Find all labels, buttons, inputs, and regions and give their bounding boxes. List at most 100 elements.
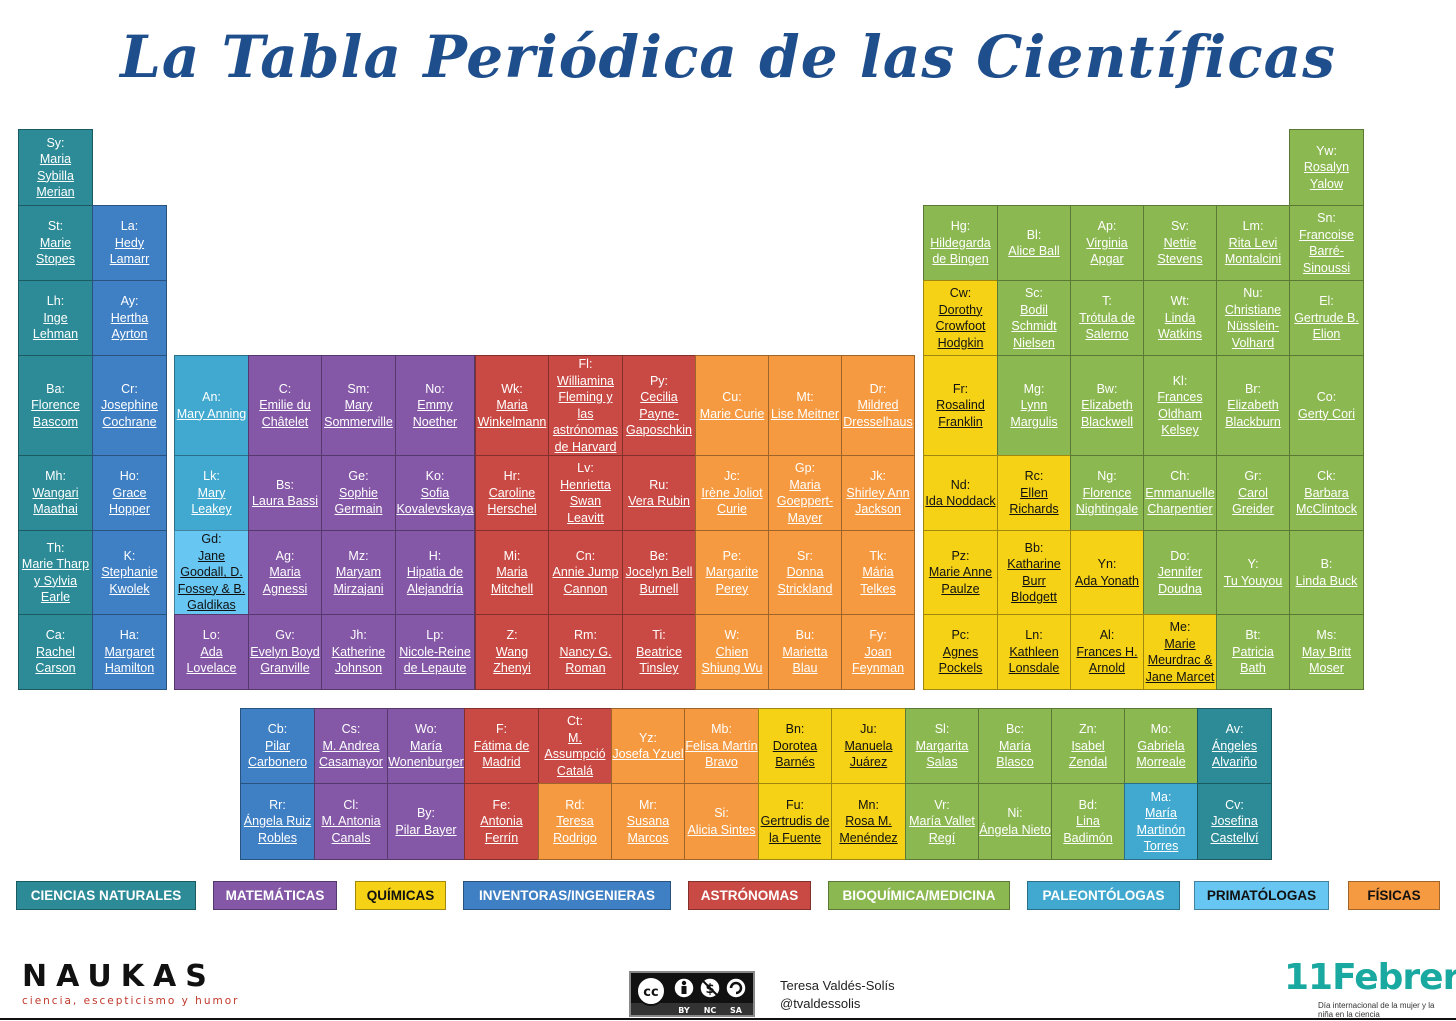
- element-cell-ma[interactable]: Ma: María Martinón Torres: [1124, 783, 1198, 860]
- scientist-name-link[interactable]: Gerty Cori: [1298, 406, 1355, 421]
- element-cell-al[interactable]: Al: Frances H. Arnold: [1070, 614, 1144, 690]
- legend-item-bioquimica[interactable]: BIOQUÍMICA/MEDICINA: [828, 881, 1010, 910]
- scientist-name-link[interactable]: Mary Sommerville: [324, 398, 393, 429]
- element-cell-pe[interactable]: Pe: Margarite Perey: [695, 530, 769, 615]
- scientist-name-link[interactable]: Lise Meitner: [770, 406, 840, 421]
- element-cell-ct[interactable]: Ct: M. Assumpció Catalá: [538, 708, 612, 784]
- element-cell-el[interactable]: El: Gertrude B. Elion: [1289, 280, 1364, 356]
- element-cell-sc[interactable]: Sc: Bodil Schmidt Nielsen: [997, 280, 1071, 356]
- element-cell-ms[interactable]: Ms: May Britt Moser: [1289, 614, 1364, 690]
- scientist-name-link[interactable]: María Vallet Regí: [909, 814, 975, 845]
- scientist-name-link[interactable]: Katherine Johnson: [331, 644, 386, 676]
- element-cell-gd[interactable]: Gd: Jane Goodall, D. Fossey & B. Galdikas: [174, 530, 249, 615]
- scientist-name-link[interactable]: Alicia Sintes: [687, 822, 756, 837]
- element-cell-do[interactable]: Do: Jennifer Doudna: [1143, 530, 1217, 615]
- element-cell-sm[interactable]: Sm: Mary Sommerville: [321, 355, 396, 456]
- scientist-name-link[interactable]: Linda Buck: [1295, 573, 1358, 588]
- author-handle[interactable]: @tvaldessolis: [780, 996, 861, 1011]
- scientist-name-link[interactable]: Florence Bascom: [31, 398, 80, 429]
- scientist-name-link[interactable]: Ada Lovelace: [186, 644, 237, 676]
- element-cell-th[interactable]: Th: Marie Tharp y Sylvia Earle: [18, 530, 93, 615]
- scientist-name-link[interactable]: Barbara McClintock: [1295, 485, 1358, 517]
- scientist-name-link[interactable]: Nicole-Reine de Lepaute: [399, 644, 471, 676]
- element-cell-fy[interactable]: Fy: Joan Feynman: [841, 614, 915, 690]
- element-cell-w[interactable]: W: Chien Shiung Wu: [695, 614, 769, 690]
- element-cell-fr[interactable]: Fr: Rosalind Franklin: [923, 355, 998, 456]
- element-cell-wt[interactable]: Wt: Linda Watkins: [1143, 280, 1217, 356]
- element-cell-bu[interactable]: Bu: Marietta Blau: [768, 614, 842, 690]
- legend-item-primatologas[interactable]: PRIMATÓLOGAS: [1194, 881, 1329, 910]
- element-cell-ju[interactable]: Ju: Manuela Juárez: [831, 708, 906, 784]
- scientist-name-link[interactable]: Emmy Noether: [412, 398, 458, 429]
- scientist-name-link[interactable]: Mary Anning: [176, 406, 247, 421]
- element-cell-h[interactable]: H: Hipatia de Alejandría: [395, 530, 475, 615]
- scientist-name-link[interactable]: Lynn Margulis: [1010, 398, 1058, 429]
- scientist-name-link[interactable]: Jennifer Doudna: [1157, 565, 1203, 596]
- scientist-name-link[interactable]: Gertrudis de la Fuente: [760, 814, 830, 845]
- scientist-name-link[interactable]: Maria Goeppert- Mayer: [776, 477, 834, 525]
- scientist-name-link[interactable]: Caroline Herschel: [487, 485, 537, 517]
- scientist-name-link[interactable]: Williamina Fleming y las astrónomas de H…: [552, 373, 619, 454]
- legend-item-inventoras[interactable]: INVENTORAS/INGENIERAS: [463, 881, 671, 910]
- scientist-name-link[interactable]: Marie Meurdrac & Jane Marcet: [1145, 636, 1215, 684]
- scientist-name-link[interactable]: Evelyn Boyd Granville: [250, 644, 320, 676]
- scientist-name-link[interactable]: Kathleen Lonsdale: [1008, 644, 1060, 676]
- scientist-name-link[interactable]: Virginia Apgar: [1086, 235, 1128, 267]
- scientist-name-link[interactable]: Hertha Ayrton: [110, 310, 149, 342]
- element-cell-rd[interactable]: Rd: Teresa Rodrigo: [538, 783, 612, 860]
- element-cell-vr[interactable]: Vr: María Vallet Regí: [905, 783, 979, 860]
- element-cell-dr[interactable]: Dr: Mildred Dresselhaus: [841, 355, 915, 456]
- element-cell-lv[interactable]: Lv: Henrietta Swan Leavitt: [548, 455, 623, 531]
- scientist-name-link[interactable]: Gabriela Morreale: [1136, 738, 1186, 770]
- element-cell-mt[interactable]: Mt: Lise Meitner: [768, 355, 842, 456]
- element-cell-lh[interactable]: Lh: Inge Lehman: [18, 280, 93, 356]
- scientist-name-link[interactable]: Marie Tharp y Sylvia Earle: [21, 557, 90, 604]
- element-cell-cn[interactable]: Cn: Annie Jump Cannon: [548, 530, 623, 615]
- scientist-name-link[interactable]: Donna Strickland: [777, 565, 833, 596]
- scientist-name-link[interactable]: Emilie du Châtelet: [259, 398, 311, 429]
- element-cell-yn[interactable]: Yn: Ada Yonath: [1070, 530, 1144, 615]
- element-cell-hg[interactable]: Hg: Hildegarda de Bingen: [923, 205, 998, 281]
- element-cell-rm[interactable]: Rm: Nancy G. Roman: [548, 614, 623, 690]
- element-cell-ag[interactable]: Ag: Maria Agnessi: [248, 530, 322, 615]
- element-cell-bb[interactable]: Bb: Katharine Burr Blodgett: [997, 530, 1071, 615]
- element-cell-f[interactable]: F: Fátima de Madrid: [464, 708, 539, 784]
- scientist-name-link[interactable]: Elizabeth Blackburn: [1225, 398, 1281, 429]
- element-cell-bw[interactable]: Bw: Elizabeth Blackwell: [1070, 355, 1144, 456]
- scientist-name-link[interactable]: Margarite Perey: [705, 565, 759, 596]
- scientist-name-link[interactable]: Josefina Castellví: [1210, 814, 1259, 845]
- element-cell-c[interactable]: C: Emilie du Châtelet: [248, 355, 322, 456]
- element-cell-rc[interactable]: Rc: Ellen Richards: [997, 455, 1071, 531]
- element-cell-cu[interactable]: Cu: Marie Curie: [695, 355, 769, 456]
- legend-item-quimicas[interactable]: QUÍMICAS: [355, 881, 446, 910]
- element-cell-bc[interactable]: Bc: María Blasco: [978, 708, 1052, 784]
- scientist-name-link[interactable]: Maria Agnessi: [262, 565, 308, 596]
- scientist-name-link[interactable]: Chien Shiung Wu: [701, 644, 763, 676]
- element-cell-lm[interactable]: Lm: Rita Levi Montalcini: [1216, 205, 1290, 281]
- element-cell-zn[interactable]: Zn: Isabel Zendal: [1051, 708, 1125, 784]
- element-cell-jc[interactable]: Jc: Irène Joliot Curie: [695, 455, 769, 531]
- element-cell-sr[interactable]: Sr: Donna Strickland: [768, 530, 842, 615]
- scientist-name-link[interactable]: Christiane Nüsslein- Volhard: [1224, 302, 1282, 350]
- element-cell-ru[interactable]: Ru: Vera Rubin: [622, 455, 696, 531]
- element-cell-me[interactable]: Me: Marie Meurdrac & Jane Marcet: [1143, 614, 1217, 690]
- element-cell-cb[interactable]: Cb: Pilar Carbonero: [240, 708, 315, 784]
- element-cell-tk[interactable]: Tk: Mária Telkes: [841, 530, 915, 615]
- scientist-name-link[interactable]: Pilar Carbonero: [247, 738, 308, 770]
- scientist-name-link[interactable]: Felisa Martín Bravo: [685, 738, 758, 770]
- scientist-name-link[interactable]: Wang Zhenyi: [493, 644, 531, 676]
- element-cell-rr[interactable]: Rr: Ángela Ruiz Robles: [240, 783, 315, 860]
- scientist-name-link[interactable]: Ángela Nieto: [979, 822, 1051, 837]
- element-cell-ni[interactable]: Ni: Ángela Nieto: [978, 783, 1052, 860]
- scientist-name-link[interactable]: Margarita Salas: [915, 738, 969, 770]
- naukas-logo[interactable]: NAUKAS ciencia, escepticismo y humor: [22, 960, 262, 1010]
- element-cell-wk[interactable]: Wk: Maria Winkelmann: [475, 355, 549, 456]
- scientist-name-link[interactable]: Marie Anne Paulze: [928, 565, 993, 596]
- legend-item-astronomas[interactable]: ASTRÓNOMAS: [688, 881, 811, 910]
- element-cell-z[interactable]: Z: Wang Zhenyi: [475, 614, 549, 690]
- 11febrero-logo[interactable]: 11Febrero Día internacional de la mujer …: [1280, 955, 1456, 1019]
- element-cell-bl[interactable]: Bl: Alice Ball: [997, 205, 1071, 281]
- element-cell-mg[interactable]: Mg: Lynn Margulis: [997, 355, 1071, 456]
- element-cell-ap[interactable]: Ap: Virginia Apgar: [1070, 205, 1144, 281]
- scientist-name-link[interactable]: Margaret Hamilton: [104, 644, 155, 676]
